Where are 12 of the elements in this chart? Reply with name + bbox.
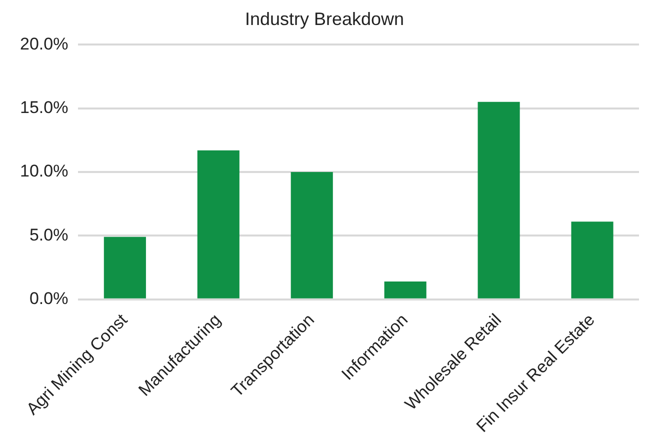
bar	[571, 222, 614, 298]
y-tick-label: 15.0%	[20, 98, 68, 117]
y-tick-label: 20.0%	[20, 34, 68, 54]
bar	[384, 282, 426, 298]
y-tick-label: 10.0%	[20, 162, 68, 181]
bar	[478, 102, 520, 298]
bar	[104, 236, 146, 298]
y-tick-label: 5.0%	[29, 225, 68, 244]
bar	[197, 150, 240, 298]
chart-title: Industry Breakdown	[244, 8, 404, 29]
bar	[290, 172, 333, 298]
y-tick-label: 0.0%	[29, 289, 68, 308]
